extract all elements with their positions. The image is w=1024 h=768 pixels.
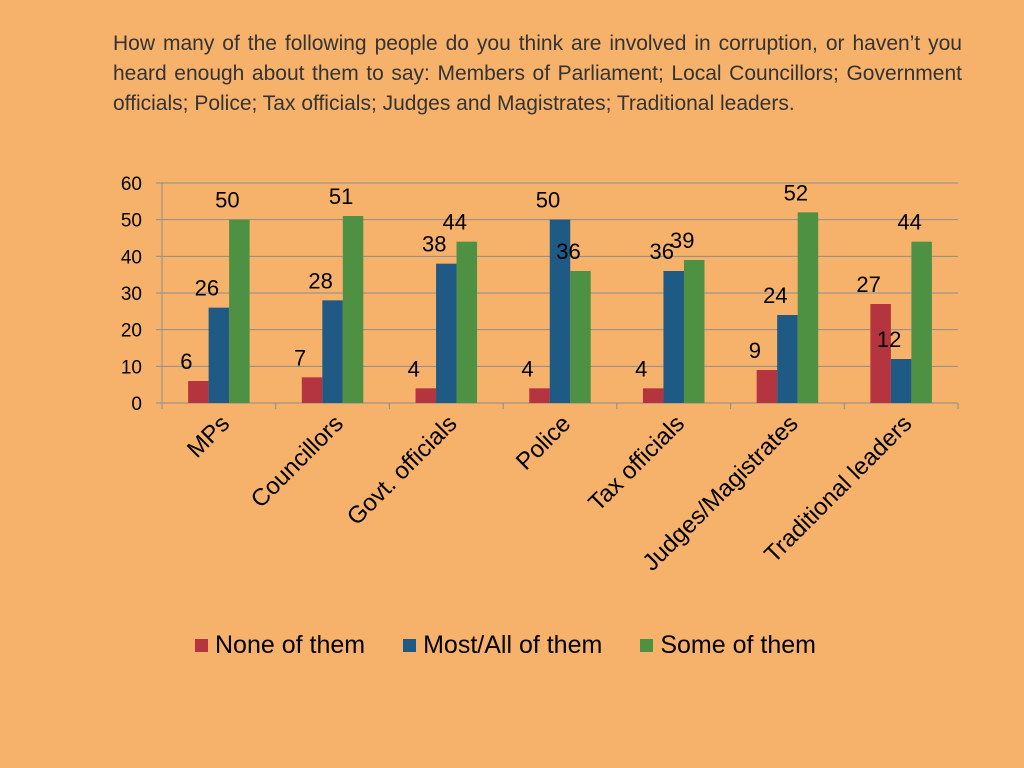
bar: [529, 388, 550, 403]
legend-swatch: [403, 638, 417, 652]
y-tick-label: 40: [121, 247, 142, 268]
x-tick-label: Tax officials: [583, 410, 689, 516]
data-label: 51: [329, 184, 353, 209]
question-text: How many of the following people do you …: [113, 32, 962, 115]
data-label: 50: [215, 188, 239, 213]
legend: None of them Most/All of them Some of them: [195, 628, 854, 662]
data-label: 27: [856, 272, 880, 297]
data-label: 4: [521, 356, 533, 381]
x-tick-label: Councillors: [246, 410, 349, 513]
data-label: 24: [763, 283, 787, 308]
bar: [683, 260, 705, 403]
bar: [322, 300, 343, 403]
data-label: 7: [294, 345, 306, 370]
bar: [549, 219, 571, 403]
bar: [870, 304, 891, 403]
data-label: 44: [443, 210, 467, 235]
bar: [797, 212, 819, 403]
data-label: 4: [408, 356, 420, 381]
data-label: 39: [670, 228, 694, 253]
legend-item: Some of them: [640, 631, 816, 660]
y-tick-label: 30: [121, 284, 142, 305]
x-tick-label: Govt. officials: [342, 410, 463, 531]
bar: [208, 307, 230, 403]
data-label: 6: [180, 349, 192, 374]
data-label: 9: [749, 338, 761, 363]
bar: [642, 388, 664, 403]
bar: [342, 216, 364, 403]
y-tick-label: 60: [121, 174, 142, 195]
bar: [456, 241, 478, 403]
bar: [436, 263, 457, 403]
legend-item: None of them: [195, 631, 365, 660]
bar: [756, 370, 778, 403]
data-label: 26: [195, 276, 219, 301]
legend-item: Most/All of them: [403, 631, 602, 660]
y-tick-label: 20: [121, 321, 142, 342]
y-tick-label: 10: [121, 357, 142, 378]
data-label: 4: [635, 356, 647, 381]
data-label: 12: [877, 327, 901, 352]
bar: [229, 219, 250, 403]
bar: [415, 388, 437, 403]
bar: [890, 359, 912, 403]
bar: [777, 315, 798, 403]
bar: [301, 377, 323, 403]
data-label: 28: [308, 268, 332, 293]
legend-swatch: [640, 638, 654, 652]
y-tick-label: 50: [121, 211, 142, 232]
legend-swatch: [195, 638, 208, 652]
y-tick-label: 0: [131, 394, 142, 415]
data-label: 36: [556, 239, 580, 264]
data-label: 52: [784, 180, 808, 205]
y-axis-tick-labels: 0 10 20 30 40 50 60: [121, 174, 142, 415]
bar: [911, 241, 932, 403]
bar: [188, 381, 209, 403]
bar: [663, 271, 684, 403]
data-label: 38: [422, 232, 446, 257]
data-label: 50: [536, 188, 560, 213]
data-label: 36: [649, 239, 673, 264]
legend-label: None of them: [215, 630, 366, 659]
bars: [188, 212, 932, 403]
x-tick-label: Police: [511, 410, 576, 475]
x-tick-label: MPs: [182, 410, 235, 463]
legend-label: Most/All of them: [423, 630, 603, 659]
bar: [570, 271, 591, 403]
legend-label: Some of them: [660, 630, 816, 659]
data-label: 44: [897, 210, 921, 235]
